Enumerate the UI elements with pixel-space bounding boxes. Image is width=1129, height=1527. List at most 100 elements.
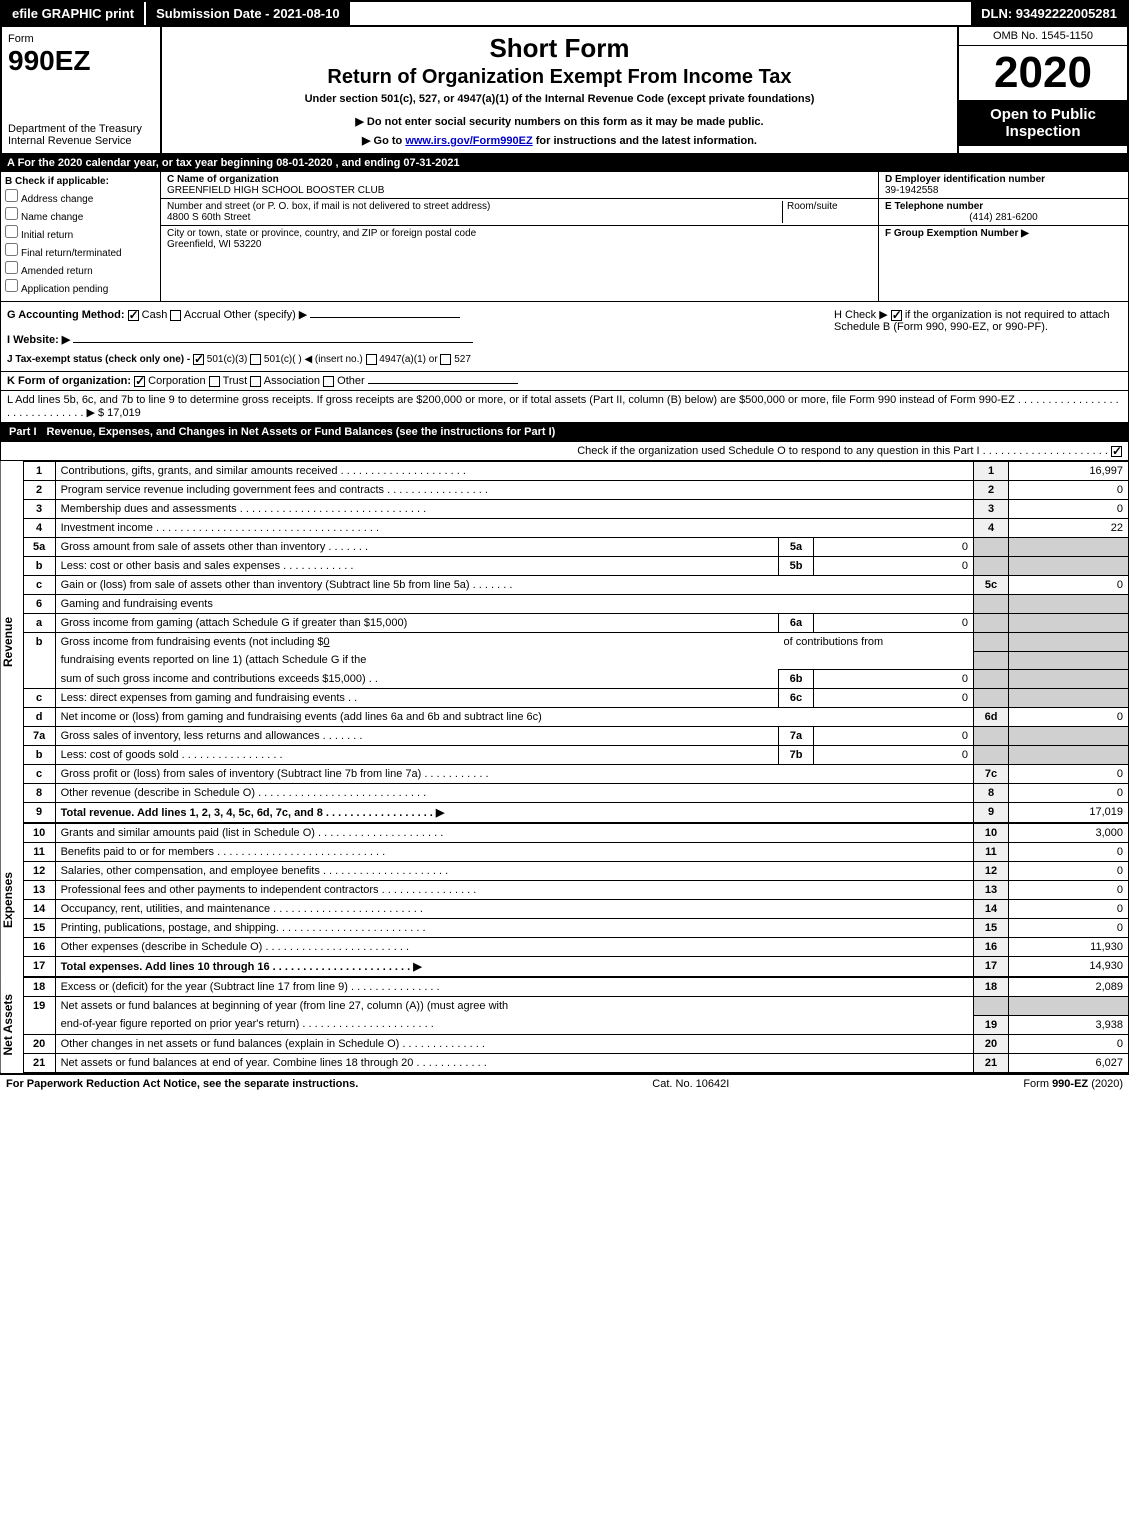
chk-other-org[interactable] (323, 376, 334, 387)
department-label: Department of the Treasury Internal Reve… (8, 123, 154, 147)
footer-right: Form 990-EZ (2020) (1023, 1078, 1123, 1090)
goto-suffix: for instructions and the latest informat… (536, 135, 757, 147)
irs-link[interactable]: www.irs.gov/Form990EZ (405, 135, 532, 147)
form-header: Form 990EZ Department of the Treasury In… (0, 27, 1129, 155)
org-name-row: C Name of organization GREENFIELD HIGH S… (161, 172, 878, 199)
header-center: Short Form Return of Organization Exempt… (162, 27, 957, 153)
header-right: OMB No. 1545-1150 2020 Open to Public In… (957, 27, 1127, 153)
gh-left: G Accounting Method: Cash Accrual Other … (1, 302, 828, 371)
row-a-tax-year: A For the 2020 calendar year, or tax yea… (0, 155, 1129, 172)
row-i: I Website: ▶ (7, 333, 822, 346)
line-5c: cGain or (loss) from sale of assets othe… (23, 576, 1128, 595)
dln-label: DLN: 93492222005281 (971, 2, 1127, 25)
group-exemption-label: F Group Exemption Number ▶ (885, 228, 1122, 239)
chk-schedule-o[interactable] (1111, 446, 1122, 457)
line-21: 21Net assets or fund balances at end of … (23, 1053, 1128, 1072)
row-l: L Add lines 5b, 6c, and 7b to line 9 to … (0, 391, 1129, 423)
section-b-label: B Check if applicable: (5, 176, 156, 187)
other-org-input[interactable] (368, 383, 518, 384)
org-addr-row: Number and street (or P. O. box, if mail… (161, 199, 878, 226)
chk-accrual[interactable] (170, 310, 181, 321)
line-8: 8Other revenue (describe in Schedule O) … (23, 784, 1128, 803)
line-15: 15Printing, publications, postage, and s… (23, 919, 1128, 938)
ein-label: D Employer identification number (885, 174, 1122, 185)
row-g: G Accounting Method: Cash Accrual Other … (7, 308, 822, 321)
line-7b: bLess: cost of goods sold . . . . . . . … (23, 746, 1128, 765)
line-6b-3: sum of such gross income and contributio… (23, 670, 1128, 689)
section-def: D Employer identification number 39-1942… (878, 172, 1128, 301)
part-1-header: Part I Revenue, Expenses, and Changes in… (0, 423, 1129, 442)
chk-address-change[interactable]: Address change (5, 189, 156, 205)
part-1-checkline: Check if the organization used Schedule … (0, 442, 1129, 461)
addr-value: 4800 S 60th Street (167, 212, 782, 223)
section-e: E Telephone number (414) 281-6200 (879, 199, 1128, 226)
top-bar: efile GRAPHIC print Submission Date - 20… (0, 0, 1129, 27)
other-specify-input[interactable] (310, 317, 460, 318)
chk-name-change[interactable]: Name change (5, 207, 156, 223)
chk-501c3[interactable] (193, 354, 204, 365)
chk-schedule-b[interactable] (891, 310, 902, 321)
revenue-table: 1Contributions, gifts, grants, and simil… (23, 461, 1129, 823)
line-7a: 7aGross sales of inventory, less returns… (23, 727, 1128, 746)
line-12: 12Salaries, other compensation, and empl… (23, 862, 1128, 881)
chk-application-pending[interactable]: Application pending (5, 279, 156, 295)
line-1: 1Contributions, gifts, grants, and simil… (23, 462, 1128, 481)
phone-label: E Telephone number (885, 201, 1122, 212)
netassets-sidelabel: Net Assets (1, 977, 23, 1073)
footer-mid: Cat. No. 10642I (652, 1078, 729, 1090)
public-inspection: Open to Public Inspection (959, 100, 1127, 146)
expenses-table: 10Grants and similar amounts paid (list … (23, 823, 1129, 977)
ein-value: 39-1942558 (885, 185, 1122, 196)
line-6a: aGross income from gaming (attach Schedu… (23, 614, 1128, 633)
chk-527[interactable] (440, 354, 451, 365)
org-name-label: C Name of organization (167, 174, 872, 185)
part-number: Part I (9, 426, 47, 438)
omb-number: OMB No. 1545-1150 (959, 27, 1127, 46)
section-c: C Name of organization GREENFIELD HIGH S… (161, 172, 878, 301)
line-17: 17Total expenses. Add lines 10 through 1… (23, 957, 1128, 977)
row-j: J Tax-exempt status (check only one) - 5… (7, 354, 822, 365)
efile-print-button[interactable]: efile GRAPHIC print (2, 2, 146, 25)
form-number: 990EZ (8, 45, 154, 77)
tax-year: 2020 (959, 46, 1127, 100)
rows-g-h-i-j: G Accounting Method: Cash Accrual Other … (0, 302, 1129, 372)
org-name: GREENFIELD HIGH SCHOOL BOOSTER CLUB (167, 185, 872, 196)
form-label: Form (8, 33, 154, 45)
chk-cash[interactable] (128, 310, 139, 321)
row-k: K Form of organization: Corporation Trus… (0, 372, 1129, 391)
org-city-row: City or town, state or province, country… (161, 226, 878, 252)
chk-trust[interactable] (209, 376, 220, 387)
addr-label: Number and street (or P. O. box, if mail… (167, 201, 782, 212)
chk-association[interactable] (250, 376, 261, 387)
line-6c: cLess: direct expenses from gaming and f… (23, 689, 1128, 708)
netassets-table: 18Excess or (deficit) for the year (Subt… (23, 977, 1129, 1073)
section-b: B Check if applicable: Address change Na… (1, 172, 161, 301)
line-13: 13Professional fees and other payments t… (23, 881, 1128, 900)
chk-501c[interactable] (250, 354, 261, 365)
warning-ssn: ▶ Do not enter social security numbers o… (168, 115, 951, 128)
line-20: 20Other changes in net assets or fund ba… (23, 1034, 1128, 1053)
revenue-sidelabel: Revenue (1, 461, 23, 823)
page-footer: For Paperwork Reduction Act Notice, see … (0, 1073, 1129, 1093)
netassets-section: Net Assets 18Excess or (deficit) for the… (0, 977, 1129, 1073)
chk-amended-return[interactable]: Amended return (5, 261, 156, 277)
chk-corporation[interactable] (134, 376, 145, 387)
chk-4947[interactable] (366, 354, 377, 365)
revenue-section: Revenue 1Contributions, gifts, grants, a… (0, 461, 1129, 823)
chk-final-return[interactable]: Final return/terminated (5, 243, 156, 259)
goto-link-line: ▶ Go to www.irs.gov/Form990EZ for instru… (168, 134, 951, 147)
row-h: H Check ▶ if the organization is not req… (828, 302, 1128, 371)
title-short-form: Short Form (168, 33, 951, 64)
chk-initial-return[interactable]: Initial return (5, 225, 156, 241)
line-6: 6Gaming and fundraising events (23, 595, 1128, 614)
line-10: 10Grants and similar amounts paid (list … (23, 824, 1128, 843)
spacer (350, 2, 972, 25)
line-5b: bLess: cost or other basis and sales exp… (23, 557, 1128, 576)
line-4: 4Investment income . . . . . . . . . . .… (23, 519, 1128, 538)
line-19-2: end-of-year figure reported on prior yea… (23, 1015, 1128, 1034)
section-d: D Employer identification number 39-1942… (879, 172, 1128, 199)
line-16: 16Other expenses (describe in Schedule O… (23, 938, 1128, 957)
line-5a: 5aGross amount from sale of assets other… (23, 538, 1128, 557)
submission-date: Submission Date - 2021-08-10 (146, 2, 350, 25)
website-input[interactable] (73, 342, 473, 343)
